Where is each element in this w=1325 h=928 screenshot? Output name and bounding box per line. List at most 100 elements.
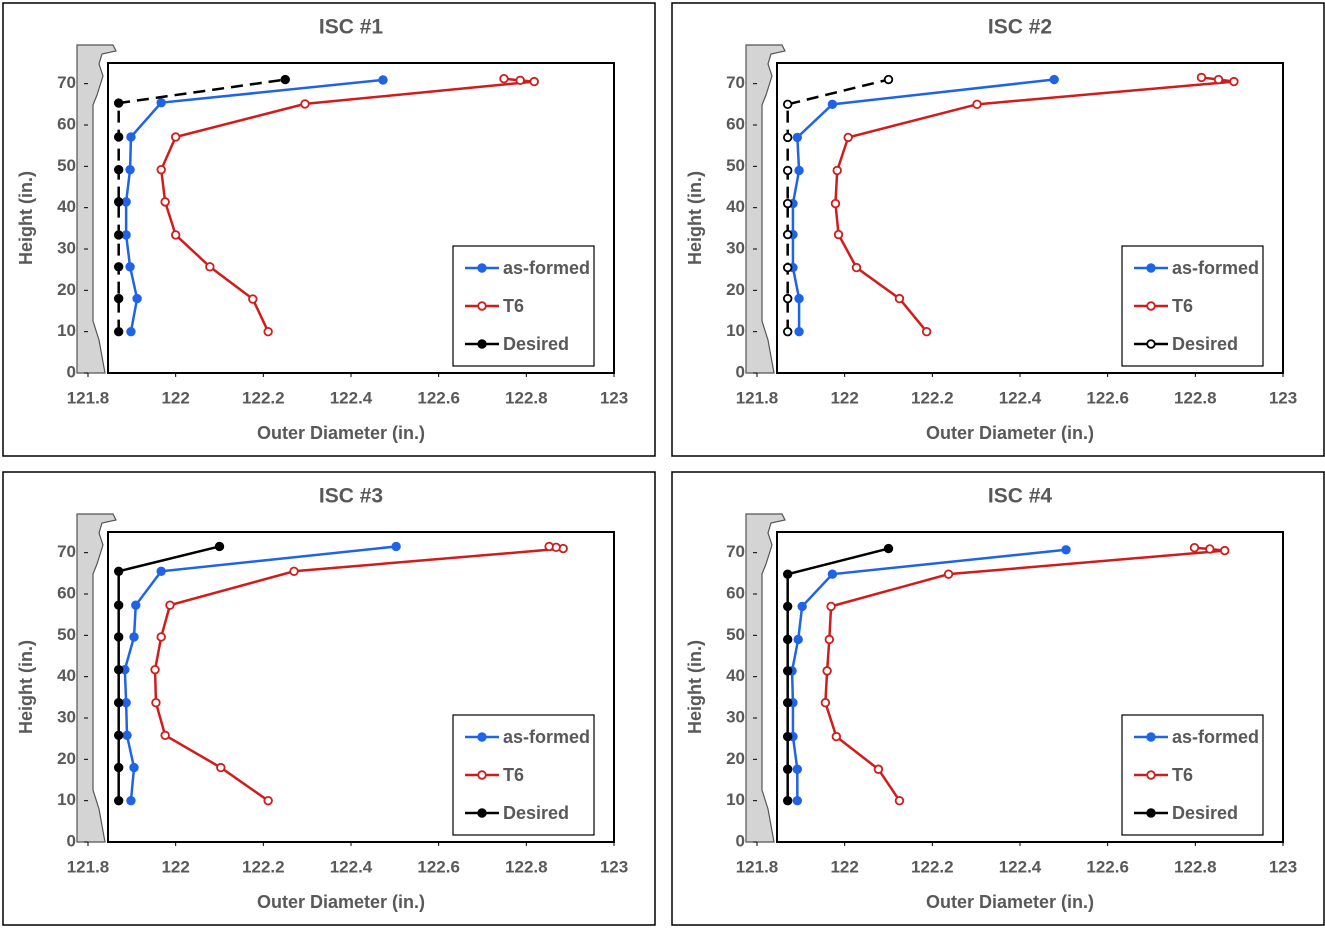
x-tick-label: 122.6 <box>1086 388 1129 407</box>
legend-marker <box>1146 732 1156 742</box>
data-point <box>827 569 838 579</box>
data-point <box>113 98 124 108</box>
y-tick-label: 40 <box>57 666 76 685</box>
legend-marker <box>1146 808 1156 818</box>
y-tick-label: 40 <box>726 197 745 216</box>
y-tick-label: 0 <box>736 831 745 850</box>
data-point <box>894 293 905 304</box>
data-point <box>391 541 401 552</box>
data-point <box>378 75 388 85</box>
y-axis-label: Height (in.) <box>685 171 705 265</box>
data-point <box>820 698 831 708</box>
legend-marker <box>477 339 487 349</box>
data-point <box>113 566 124 576</box>
x-tick-label: 122.4 <box>330 857 373 876</box>
data-point <box>794 326 804 337</box>
data-point <box>122 730 132 741</box>
data-point <box>782 165 793 176</box>
x-tick-label: 122.8 <box>1174 857 1217 876</box>
legend-label: Desired <box>503 334 569 354</box>
data-point <box>792 764 803 774</box>
y-tick-label: 20 <box>57 749 76 768</box>
data-point <box>248 294 258 304</box>
data-point <box>782 293 793 304</box>
y-tick-label: 50 <box>57 156 76 175</box>
data-point <box>782 132 793 143</box>
data-point <box>126 326 136 337</box>
legend-label: T6 <box>1172 765 1193 785</box>
data-point <box>300 99 310 109</box>
x-tick-label: 122 <box>830 388 858 407</box>
data-point <box>1205 544 1215 554</box>
x-tick-label: 122.8 <box>1174 388 1217 407</box>
plot-frame <box>107 62 615 374</box>
x-tick-label: 123 <box>1269 388 1297 407</box>
x-tick-label: 122.6 <box>417 388 460 407</box>
data-point <box>782 795 793 806</box>
data-point <box>782 634 793 645</box>
data-point <box>1220 545 1230 556</box>
legend-label: Desired <box>503 803 569 823</box>
panel-border <box>671 471 1325 926</box>
data-point <box>113 293 124 304</box>
legend-marker <box>1146 339 1156 349</box>
data-point <box>263 795 273 806</box>
y-tick-label: 70 <box>726 73 745 92</box>
data-point <box>125 164 135 175</box>
cross-section-icon <box>745 513 786 843</box>
y-tick-label: 20 <box>57 280 76 299</box>
legend-label: T6 <box>503 296 524 316</box>
legend-marker <box>477 301 487 311</box>
data-point <box>113 730 124 741</box>
x-tick-label: 122.6 <box>1086 857 1129 876</box>
data-point <box>943 569 954 579</box>
y-tick-label: 20 <box>726 749 745 768</box>
y-tick-label: 70 <box>57 542 76 561</box>
data-point <box>113 664 124 675</box>
data-point <box>792 795 803 806</box>
data-point <box>830 198 841 209</box>
x-axis-label: Outer Diameter (in.) <box>926 423 1094 443</box>
legend-label: T6 <box>503 765 524 785</box>
x-tick-label: 122.4 <box>999 388 1042 407</box>
legend-label: Desired <box>1172 803 1238 823</box>
data-point <box>883 74 894 85</box>
series-line <box>117 78 286 332</box>
data-point <box>824 634 835 645</box>
data-point <box>205 262 215 272</box>
data-point <box>121 230 131 240</box>
legend-label: as-formed <box>1172 727 1259 747</box>
data-point <box>113 164 124 175</box>
data-point <box>1229 76 1239 87</box>
data-point <box>216 762 226 773</box>
data-point <box>972 99 982 110</box>
y-tick-label: 10 <box>57 321 76 340</box>
y-tick-label: 30 <box>57 238 76 257</box>
x-axis-label: Outer Diameter (in.) <box>926 892 1094 912</box>
data-point <box>822 666 832 676</box>
data-point <box>782 698 793 708</box>
data-point <box>113 632 124 642</box>
data-point <box>782 731 793 742</box>
data-point <box>113 230 124 240</box>
y-tick-label: 50 <box>57 625 76 644</box>
chart-title: ISC #3 <box>319 485 383 508</box>
legend-marker <box>477 808 487 818</box>
data-point <box>129 762 139 773</box>
data-point <box>160 197 170 207</box>
chart-panel: ISC #4 0 10 20 30 40 50 60 70 121.8 122 122.2 122.4 1… <box>671 471 1325 926</box>
data-point <box>544 541 554 552</box>
x-axis-label: Outer Diameter (in.) <box>257 892 425 912</box>
data-point <box>156 164 166 175</box>
cross-section-icon <box>76 44 117 374</box>
data-point <box>113 795 124 806</box>
data-point <box>782 569 793 579</box>
y-tick-label: 40 <box>57 197 76 216</box>
data-point <box>782 764 793 774</box>
legend-marker <box>1146 263 1156 273</box>
y-tick-label: 10 <box>726 321 745 340</box>
series-line <box>786 78 889 332</box>
cross-section-icon <box>76 513 117 843</box>
